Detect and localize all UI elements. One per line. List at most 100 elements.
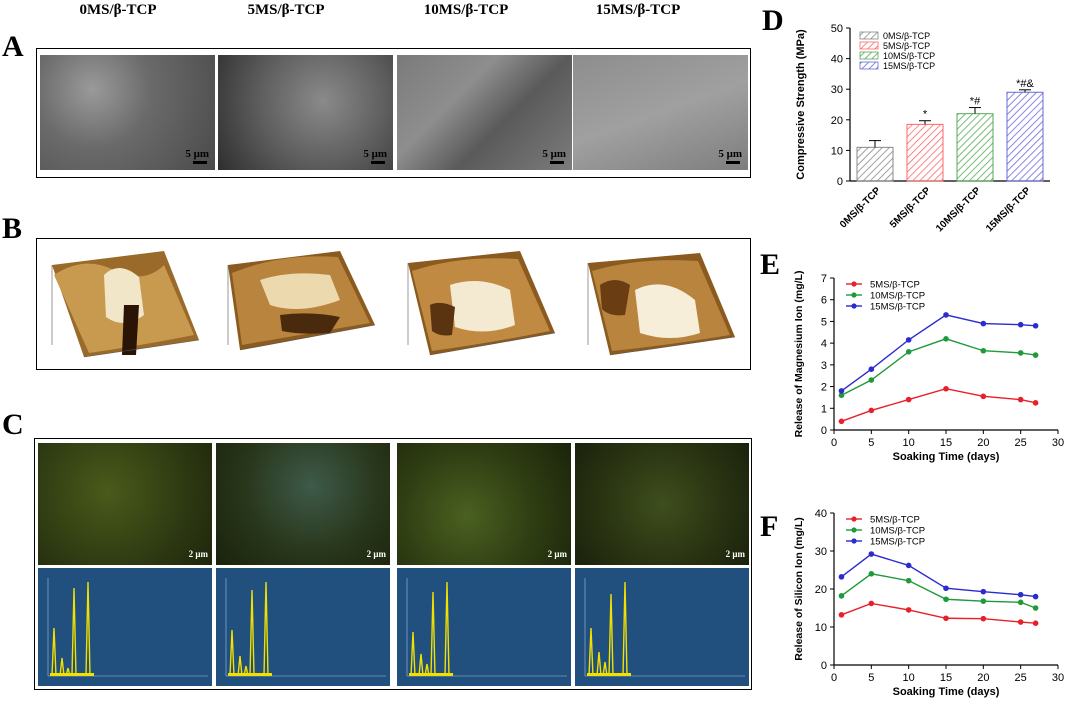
legend-label: 10MS/β-TCP (870, 526, 925, 537)
panel-a-frame (36, 48, 751, 178)
eds-map-5ms: 2 μm (216, 443, 390, 565)
chart-magnesium-release: 0 1 2 3 4 5 6 7 0 5 10 15 20 25 30 Soaking Time (days) R… (793, 271, 1064, 463)
panel-label-d: D (762, 4, 784, 37)
data-point (1017, 591, 1024, 598)
legend-marker (851, 292, 857, 298)
eds-spectrum-5ms (216, 568, 390, 686)
panel-b-frame (36, 238, 751, 370)
x-tick-label: 30 (1052, 437, 1064, 449)
legend-label: 15MS/β-TCP (870, 302, 925, 313)
legend-marker (851, 516, 857, 522)
x-tick-label: 10MS/β-TCP (934, 185, 983, 234)
data-point (980, 347, 987, 354)
map-scale-label: 2 μm (725, 549, 745, 559)
data-point (943, 596, 949, 603)
y-axis-label: Release of Silicon Ion (mg/L) (793, 517, 805, 661)
data-point (980, 598, 987, 604)
x-tick-label: 10 (903, 672, 915, 684)
y-tick-label: 5 (821, 316, 827, 328)
legend-label: 5MS/β-TCP (870, 280, 920, 291)
eds-spectrum-0ms (38, 568, 212, 686)
y-tick-label: 30 (831, 84, 843, 96)
column-title-10ms: 10MS/β-TCP (423, 2, 509, 18)
data-point (1032, 593, 1039, 600)
sem-scale-label: 5 μm (542, 148, 566, 160)
x-tick-label: 25 (1015, 672, 1027, 684)
eds-spectrum-10ms (397, 568, 571, 686)
panel-c-frame (34, 438, 752, 690)
y-tick-label: 2 (821, 382, 827, 394)
legend-swatch (859, 31, 879, 40)
x-tick-label: 25 (1015, 437, 1027, 449)
y-tick-label: 10 (815, 622, 827, 634)
map-scale-label: 2 μm (366, 549, 386, 559)
data-point (868, 377, 875, 383)
data-point (905, 349, 912, 355)
significance-mark: *# (970, 96, 981, 108)
panel-label-c: C (2, 408, 24, 441)
legend-label: 15MS/β-TCP (883, 61, 935, 71)
y-tick-label: 1 (821, 403, 827, 415)
data-point (1017, 599, 1024, 606)
data-point (1032, 620, 1039, 626)
column-title-0ms: 0MS/β-TCP (79, 2, 157, 18)
column-title-15ms: 15MS/β-TCP (595, 2, 681, 18)
legend-marker (851, 527, 857, 533)
data-point (838, 418, 845, 425)
sem-scale-label: 5 μm (185, 148, 209, 160)
significance-mark: * (923, 109, 928, 121)
sem-scale-label: 5 μm (718, 148, 742, 160)
y-tick-label: 3 (821, 360, 827, 372)
data-point (980, 615, 987, 622)
panel-label-e: E (760, 248, 781, 281)
x-tick-label: 20 (977, 437, 989, 449)
y-tick-label: 4 (821, 338, 827, 350)
sem-scale-bar (550, 161, 564, 164)
x-tick-label: 10 (903, 437, 915, 449)
chart-compressive-strength: 0 10 20 30 40 50 0MS/β-TCP * 5MS/β-TCP *# 10MS/β-T… (795, 23, 1050, 234)
y-tick-label: 6 (821, 295, 827, 307)
data-point (838, 593, 845, 599)
eds-map-15ms: 2 μm (575, 443, 749, 565)
data-point (1017, 619, 1024, 625)
data-point (838, 612, 845, 618)
x-tick-label: 0 (831, 672, 837, 684)
bar-3 (1006, 91, 1044, 182)
bar-2 (956, 113, 994, 182)
bar-1 (906, 123, 944, 182)
x-axis-label: Soaking Time (days) (893, 686, 1000, 698)
x-tick-label: 0 (831, 437, 837, 449)
x-tick-label: 5 (868, 672, 874, 684)
data-point (905, 562, 912, 569)
afm-image-0ms (51, 251, 200, 358)
data-point (868, 600, 875, 607)
data-point (943, 385, 949, 392)
legend-label: 0MS/β-TCP (883, 31, 930, 41)
data-point (1032, 400, 1039, 406)
y-axis-label: Compressive Strength (MPa) (795, 29, 807, 180)
y-tick-label: 0 (837, 176, 843, 188)
map-scale-label: 2 μm (547, 549, 567, 559)
y-tick-label: 0 (821, 660, 827, 672)
legend-label: 10MS/β-TCP (883, 51, 935, 61)
eds-spectrum-15ms (575, 568, 749, 686)
data-point (838, 574, 845, 580)
afm-image-5ms (227, 251, 376, 351)
data-point (905, 396, 912, 403)
x-tick-label: 5MS/β-TCP (888, 185, 933, 230)
x-tick-label: 30 (1052, 672, 1064, 684)
y-tick-label: 20 (831, 115, 843, 127)
data-point (1017, 321, 1024, 328)
data-point (1017, 350, 1024, 356)
afm-image-15ms (587, 253, 736, 356)
eds-map-10ms: 2 μm (397, 443, 571, 565)
eds-map-0ms: 2 μm (38, 443, 212, 565)
data-point (868, 571, 875, 577)
legend-marker (851, 303, 857, 309)
series-line-0 (841, 602, 1036, 624)
y-tick-label: 7 (821, 273, 827, 285)
series-line-0 (841, 388, 1036, 422)
sem-image-10ms: 5 μm (397, 55, 572, 170)
x-tick-label: 20 (977, 672, 989, 684)
y-tick-label: 20 (815, 584, 827, 596)
